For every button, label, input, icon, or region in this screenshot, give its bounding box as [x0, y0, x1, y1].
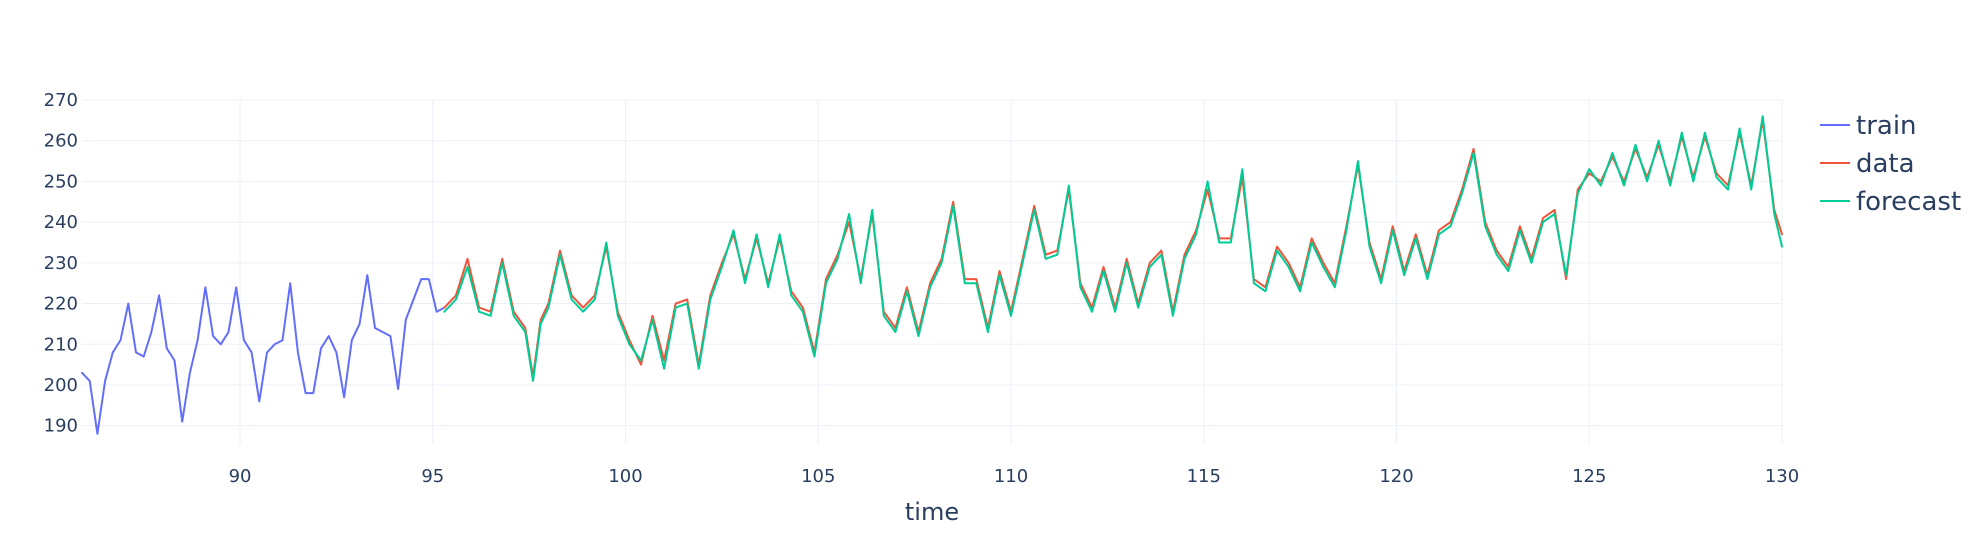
y-tick-label: 230 [44, 253, 78, 274]
legend-item-train[interactable]: train [1820, 111, 1917, 141]
y-tick-label: 270 [44, 90, 78, 111]
y-tick-label: 240 [44, 212, 78, 233]
legend-item-forecast[interactable]: forecast [1820, 187, 1961, 217]
x-tick-label: 90 [229, 466, 252, 487]
x-tick-label: 120 [1379, 466, 1413, 487]
series-layer [81, 115, 1783, 435]
x-tick-label: 110 [994, 466, 1028, 487]
series-line-train [81, 274, 446, 435]
x-tick-label: 125 [1572, 466, 1606, 487]
legend-label-forecast: forecast [1856, 187, 1961, 217]
y-tick-label: 260 [44, 131, 78, 152]
tick-labels: 90 95 100 105 110 115 120 125 130 190 200 210 220 230… [44, 90, 1800, 487]
series-line-forecast [443, 115, 1783, 382]
legend-item-data[interactable]: data [1820, 149, 1915, 179]
series-line-data [443, 119, 1783, 378]
x-tick-label: 105 [801, 466, 835, 487]
y-tick-label: 220 [44, 294, 78, 315]
x-tick-label: 95 [421, 466, 444, 487]
y-tick-label: 210 [44, 334, 78, 355]
legend-label-train: train [1856, 111, 1917, 141]
legend[interactable]: train data forecast [1820, 111, 1961, 217]
x-axis-title: time [905, 498, 959, 526]
grid [82, 99, 1783, 444]
y-tick-label: 200 [44, 375, 78, 396]
x-tick-label: 115 [1187, 466, 1221, 487]
x-tick-label: 100 [608, 466, 642, 487]
y-tick-label: 190 [44, 416, 78, 437]
y-tick-label: 250 [44, 171, 78, 192]
legend-label-data: data [1856, 149, 1915, 179]
x-tick-label: 130 [1765, 466, 1799, 487]
